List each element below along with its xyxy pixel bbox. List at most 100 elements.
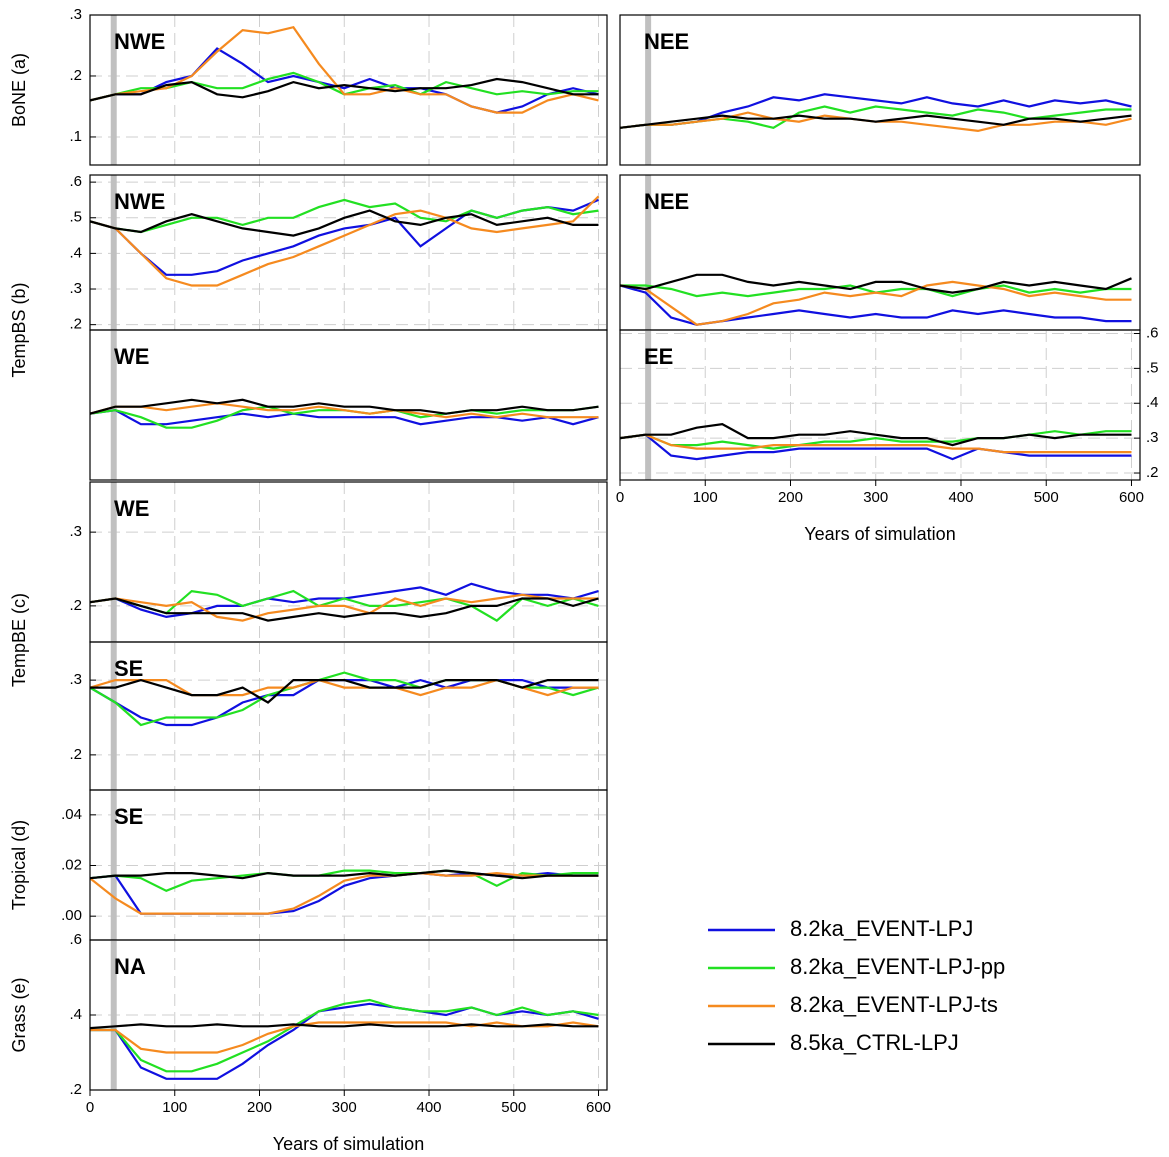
legend-label: 8.2ka_EVENT-LPJ: [790, 916, 973, 941]
series-line: [90, 398, 599, 415]
panel-frame: [619, 14, 1141, 166]
series-line: [620, 114, 1132, 129]
series-line: [90, 209, 599, 237]
x-tick-label: 300: [332, 1099, 357, 1116]
y-axis-label: Grass (e): [9, 977, 29, 1052]
y-tick-label: .3: [69, 280, 82, 297]
series-line: [90, 198, 599, 234]
series-line: [90, 593, 599, 622]
x-tick-label: 0: [86, 1099, 94, 1116]
series-line: [620, 105, 1132, 129]
event-marker: [110, 15, 117, 165]
y-tick-label: .3: [69, 671, 82, 688]
event-marker: [645, 15, 652, 165]
y-tick-label: .4: [69, 244, 82, 261]
series-line: [90, 589, 599, 622]
panel: [90, 330, 599, 480]
y-tick-label: .3: [69, 523, 82, 540]
x-tick-label: 200: [778, 489, 803, 506]
event-marker: [110, 175, 117, 330]
y-tick-label: .4: [1146, 394, 1159, 411]
panel-frame: [89, 481, 608, 643]
x-tick-label: 100: [693, 489, 718, 506]
series-line: [620, 433, 1132, 461]
series-line: [90, 1002, 599, 1080]
panel-label: NEE: [644, 189, 689, 214]
panel: [90, 790, 607, 940]
y-tick-label: .2: [69, 746, 82, 763]
panel-label: EE: [644, 344, 673, 369]
series-line: [90, 402, 599, 419]
panel-frame: [89, 641, 608, 791]
series-line: [90, 195, 600, 287]
event-marker: [645, 330, 652, 480]
y-tick-label: .1: [69, 128, 82, 145]
legend-label: 8.2ka_EVENT-LPJ-pp: [790, 954, 1005, 979]
series-line: [90, 871, 599, 915]
panel: [90, 175, 607, 330]
y-tick-label: .6: [1146, 324, 1159, 341]
event-marker: [110, 642, 117, 790]
y-tick-label: .2: [69, 67, 82, 84]
panel-frame: [619, 174, 1141, 331]
series-line: [90, 1021, 599, 1054]
y-tick-label: .3: [1146, 429, 1159, 446]
x-tick-label: 500: [501, 1099, 526, 1116]
x-tick-label: 500: [1034, 489, 1059, 506]
series-line: [620, 280, 1132, 326]
y-tick-label: .00: [61, 907, 82, 924]
y-tick-label: .5: [69, 209, 82, 226]
y-tick-label: .2: [1146, 464, 1159, 481]
x-tick-label: 200: [247, 1099, 272, 1116]
y-tick-label: .3: [69, 6, 82, 23]
panel: [620, 15, 1132, 165]
y-tick-label: .2: [69, 316, 82, 333]
series-line: [90, 77, 599, 102]
x-tick-label: 400: [417, 1099, 442, 1116]
panel-frame: [619, 329, 1141, 481]
x-axis-label: Years of simulation: [804, 524, 955, 544]
event-marker: [645, 175, 652, 330]
legend-label: 8.2ka_EVENT-LPJ-ts: [790, 992, 998, 1017]
panel-label: WE: [114, 344, 149, 369]
series-line: [90, 1023, 599, 1030]
x-tick-label: 300: [863, 489, 888, 506]
y-axis-label: TempBE (c): [9, 593, 29, 687]
panel-label: NA: [114, 954, 146, 979]
panel: [90, 482, 607, 642]
panel-label: WE: [114, 496, 149, 521]
x-axis-label: Years of simulation: [273, 1134, 424, 1154]
panel: [90, 15, 607, 165]
panel-frame: [89, 174, 608, 331]
panel-frame: [89, 939, 608, 1091]
y-tick-label: .6: [69, 931, 82, 948]
x-tick-label: 600: [586, 1099, 611, 1116]
y-tick-label: .5: [1146, 359, 1159, 376]
y-axis-label: Tropical (d): [9, 820, 29, 910]
series-line: [90, 47, 599, 114]
legend-label: 8.5ka_CTRL-LPJ: [790, 1030, 959, 1055]
event-marker: [110, 790, 117, 940]
event-marker: [110, 940, 117, 1090]
panel: [90, 642, 607, 790]
series-line: [90, 409, 599, 426]
panel-label: NWE: [114, 29, 165, 54]
panel-label: SE: [114, 804, 143, 829]
x-tick-label: 600: [1119, 489, 1144, 506]
event-marker: [110, 330, 117, 480]
panel-frame: [89, 14, 608, 166]
series-line: [620, 433, 1132, 454]
x-tick-label: 0: [616, 489, 624, 506]
panel-label: NWE: [114, 189, 165, 214]
panel: [620, 175, 1132, 330]
panel: [620, 330, 1140, 480]
series-line: [90, 678, 599, 704]
panel-frame: [89, 789, 608, 941]
series-line: [620, 273, 1132, 294]
y-tick-label: .2: [69, 597, 82, 614]
series-line: [90, 869, 599, 880]
series-line: [620, 423, 1132, 447]
y-axis-label: TempBS (b): [9, 282, 29, 377]
y-tick-label: .04: [61, 806, 82, 823]
